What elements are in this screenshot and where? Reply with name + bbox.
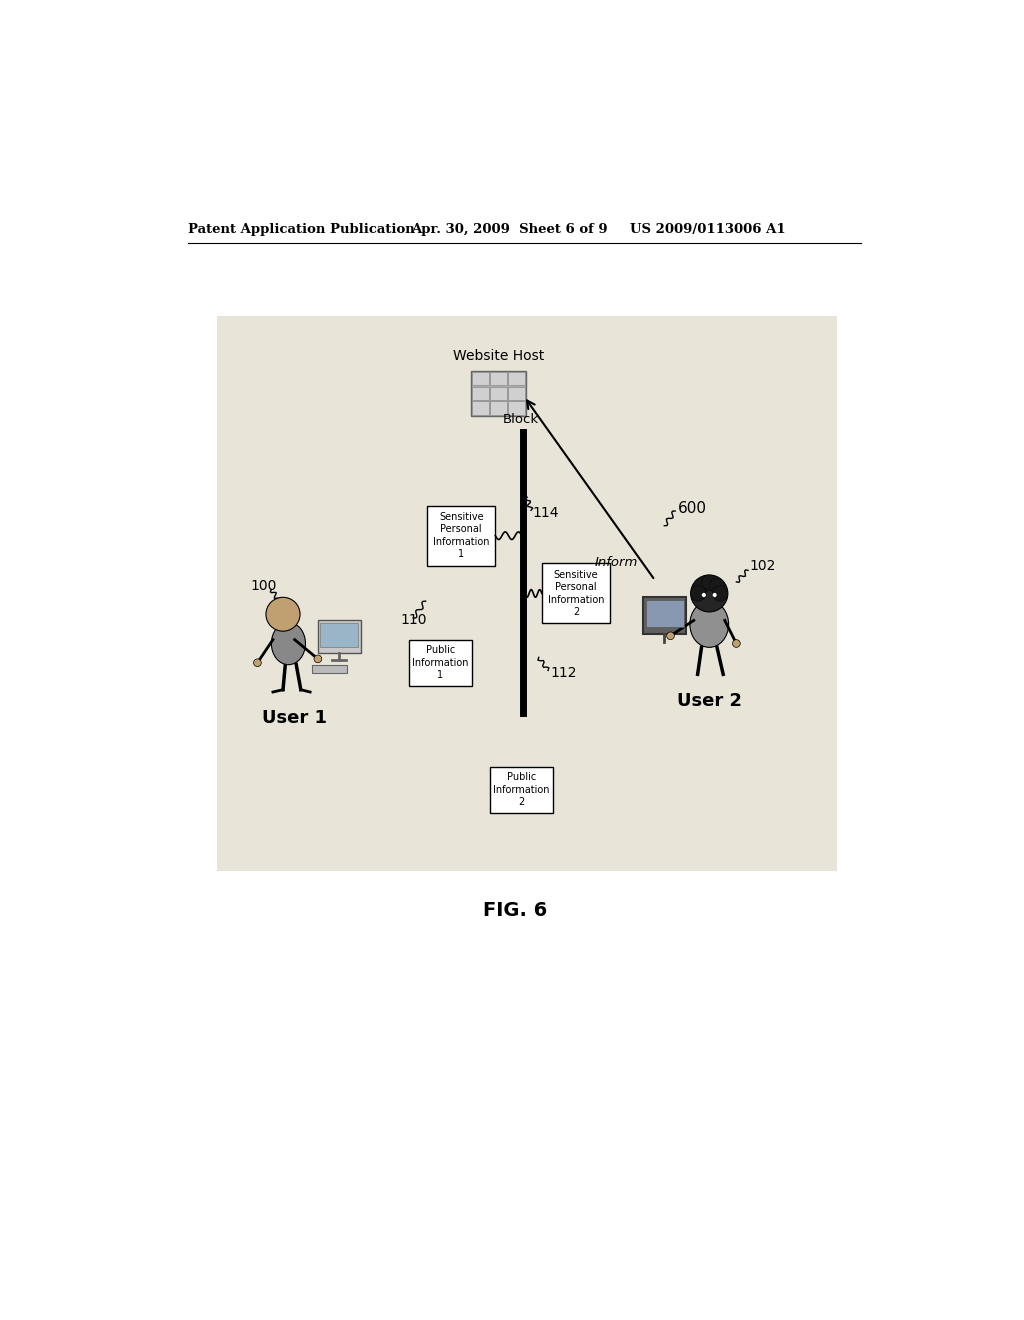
Circle shape bbox=[314, 655, 322, 663]
Bar bbox=[472, 372, 488, 385]
Text: Inform: Inform bbox=[595, 556, 638, 569]
Bar bbox=[472, 401, 488, 414]
Circle shape bbox=[713, 593, 717, 597]
Text: Sensitive
Personal
Information
1: Sensitive Personal Information 1 bbox=[433, 512, 489, 560]
Text: Patent Application Publication: Patent Application Publication bbox=[188, 223, 415, 236]
Text: User 2: User 2 bbox=[677, 692, 741, 710]
Bar bbox=[217, 317, 838, 871]
Bar bbox=[508, 372, 525, 385]
Text: 100: 100 bbox=[251, 578, 276, 593]
Text: Public
Information
2: Public Information 2 bbox=[494, 772, 550, 808]
Bar bbox=[490, 387, 507, 400]
Bar bbox=[471, 371, 525, 416]
Bar bbox=[490, 401, 507, 414]
Text: 114: 114 bbox=[532, 506, 559, 520]
Circle shape bbox=[690, 586, 707, 601]
Text: 600: 600 bbox=[678, 502, 708, 516]
Text: 112: 112 bbox=[550, 665, 577, 680]
Text: User 1: User 1 bbox=[262, 709, 327, 727]
Text: Website Host: Website Host bbox=[453, 350, 544, 363]
Bar bbox=[489, 767, 554, 813]
Circle shape bbox=[710, 578, 725, 594]
Text: 110: 110 bbox=[400, 614, 427, 627]
Circle shape bbox=[254, 659, 261, 667]
Bar bbox=[311, 665, 346, 673]
Circle shape bbox=[693, 578, 710, 594]
Bar bbox=[643, 597, 686, 635]
Bar bbox=[427, 506, 496, 566]
Circle shape bbox=[266, 597, 300, 631]
Ellipse shape bbox=[690, 601, 729, 647]
Bar bbox=[646, 601, 684, 627]
Bar bbox=[472, 387, 488, 400]
Text: Block: Block bbox=[503, 413, 539, 425]
Circle shape bbox=[732, 640, 740, 647]
Ellipse shape bbox=[271, 622, 305, 665]
Circle shape bbox=[667, 632, 675, 640]
Circle shape bbox=[701, 576, 717, 590]
Circle shape bbox=[701, 593, 707, 597]
Bar bbox=[321, 623, 358, 647]
Bar bbox=[508, 401, 525, 414]
Text: US 2009/0113006 A1: US 2009/0113006 A1 bbox=[630, 223, 785, 236]
Bar bbox=[490, 372, 507, 385]
Bar bbox=[317, 620, 360, 653]
Bar bbox=[409, 640, 472, 686]
Bar bbox=[508, 387, 525, 400]
Text: 102: 102 bbox=[750, 560, 776, 573]
Text: Public
Information
1: Public Information 1 bbox=[412, 645, 469, 680]
Text: FIG. 6: FIG. 6 bbox=[483, 902, 548, 920]
Circle shape bbox=[713, 586, 728, 601]
Text: Sensitive
Personal
Information
2: Sensitive Personal Information 2 bbox=[548, 570, 604, 616]
Bar bbox=[542, 564, 610, 623]
Text: Apr. 30, 2009  Sheet 6 of 9: Apr. 30, 2009 Sheet 6 of 9 bbox=[411, 223, 607, 236]
Circle shape bbox=[690, 576, 728, 612]
